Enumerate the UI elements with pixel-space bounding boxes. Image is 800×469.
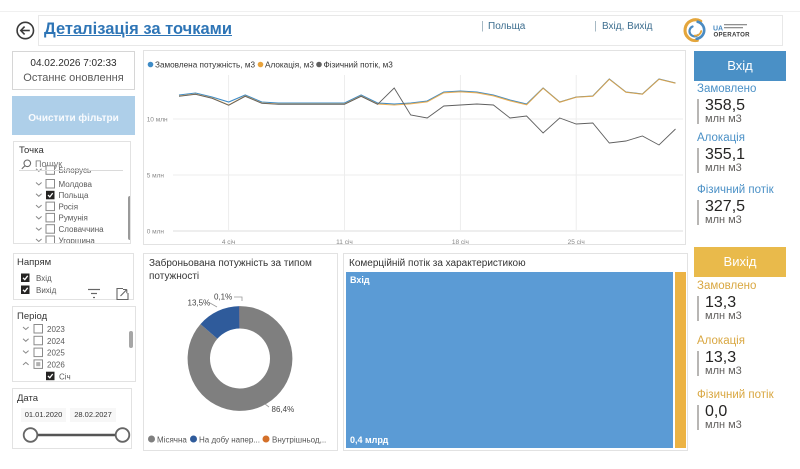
svg-text:86,4%: 86,4% [272, 405, 295, 414]
svg-text:Польща: Польща [59, 191, 89, 200]
svg-text:18 січ: 18 січ [452, 238, 469, 245]
svg-text:Росія: Росія [59, 202, 79, 211]
svg-text:11 січ: 11 січ [336, 238, 353, 245]
svg-text:10 млн: 10 млн [147, 117, 168, 124]
svg-text:0,1%: 0,1% [214, 293, 232, 302]
svg-text:Вхід: Вхід [36, 274, 52, 283]
svg-text:2026: 2026 [47, 361, 65, 370]
svg-text:13,5%: 13,5% [188, 299, 211, 308]
svg-text:Угорщина: Угорщина [59, 236, 96, 244]
svg-text:2023: 2023 [47, 325, 65, 334]
svg-text:Молдова: Молдова [59, 180, 93, 189]
svg-text:Фізичний потік, м3: Фізичний потік, м3 [324, 61, 394, 70]
svg-text:25 січ: 25 січ [568, 238, 585, 245]
svg-text:Січ: Січ [59, 372, 71, 381]
svg-text:UA: UA [713, 26, 723, 33]
svg-text:Вихід: Вихід [36, 286, 57, 295]
svg-text:4 січ: 4 січ [222, 238, 236, 245]
svg-text:Румунія: Румунія [59, 214, 88, 223]
svg-text:2024: 2024 [47, 337, 65, 346]
svg-text:Місячна: Місячна [157, 436, 187, 445]
svg-text:2025: 2025 [47, 349, 65, 358]
svg-text:5 млн: 5 млн [147, 173, 165, 180]
svg-text:0 млн: 0 млн [147, 229, 165, 236]
svg-text:Внутрішньод,..: Внутрішньод,.. [272, 436, 326, 445]
svg-text:Словаччина: Словаччина [59, 225, 105, 234]
svg-text:Замовлена потужність, м3: Замовлена потужність, м3 [155, 61, 255, 70]
svg-text:На добу напер...: На добу напер... [199, 436, 260, 445]
svg-text:OPERATOR: OPERATOR [714, 32, 751, 39]
svg-text:Алокація, м3: Алокація, м3 [265, 61, 314, 70]
